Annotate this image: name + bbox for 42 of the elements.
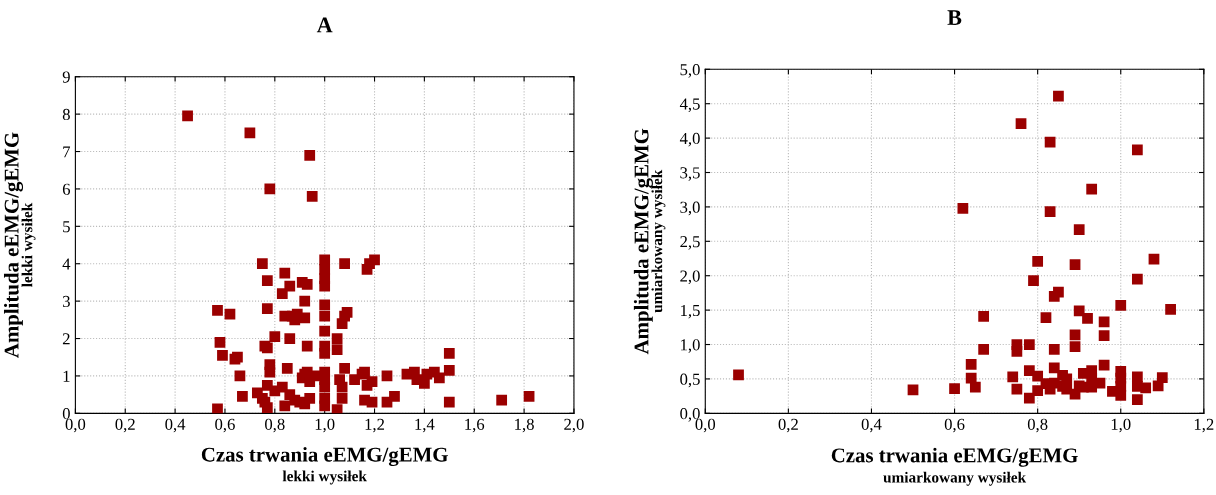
y-tick-label: 5	[63, 221, 70, 233]
y-tick-label: 2	[62, 333, 70, 345]
y-tick-label: 1	[63, 370, 70, 382]
x-tick-label: 1,0	[1111, 418, 1131, 433]
x-tick-label: 2,0	[564, 418, 584, 433]
chart-title: A	[316, 17, 333, 33]
y-axis-title: Amplituda eEMG/gEMG umiarkowany wysiłek	[633, 128, 666, 355]
y-tick-label: 6	[62, 183, 71, 195]
y-tick-label: 4	[62, 258, 71, 270]
y-tick-label: 4,5	[679, 98, 700, 113]
x-tick-label: 1,0	[315, 418, 335, 433]
x-tick-label: 1,4	[415, 418, 435, 433]
x-tick-label: 0,6	[944, 418, 965, 433]
chart-title: B	[947, 10, 962, 25]
y-tick-label: 2,0	[680, 270, 700, 285]
x-tick-label: 0,2	[115, 418, 135, 433]
x-tick-label: 0,4	[165, 418, 186, 433]
y-tick-label: 2,5	[680, 236, 700, 250]
x-tick-label: 1,6	[465, 418, 485, 433]
x-axis-title: Czas trwania eEMG/gEMG lekki wysiłek	[201, 446, 448, 485]
x-axis-title: Czas trwania eEMG/gEMG umiarkowany wysiłek	[831, 447, 1078, 486]
y-tick-label: 1,5	[681, 304, 700, 319]
x-tick-label: 1,2	[1194, 418, 1214, 433]
y-tick-label: 3	[62, 295, 70, 308]
y-tick-label: 3,5	[680, 167, 700, 181]
x-tick-label: 0,8	[265, 418, 285, 433]
y-tick-label: 0	[62, 408, 70, 420]
y-tick-label: 4,0	[679, 132, 700, 147]
y-tick-label: 9	[62, 71, 70, 83]
x-tick-label: 0,4	[861, 418, 882, 433]
x-tick-label: 0,2	[778, 418, 798, 433]
y-tick-label: 3,0	[680, 201, 700, 216]
x-tick-label: 1,8	[515, 418, 534, 433]
y-tick-label: 0,5	[680, 373, 700, 388]
x-tick-label: 0,8	[1027, 418, 1048, 433]
y-axis-title: Amplituda eEMG/gEMG lekki wysiłek	[3, 132, 36, 358]
x-tick-label: 0,6	[215, 418, 235, 433]
y-tick-label: 8	[62, 108, 70, 121]
y-tick-label: 1,0	[681, 339, 700, 353]
y-tick-label: 7	[63, 146, 71, 158]
x-tick-label: 1,2	[365, 418, 385, 433]
y-tick-label: 5,0	[680, 64, 700, 78]
